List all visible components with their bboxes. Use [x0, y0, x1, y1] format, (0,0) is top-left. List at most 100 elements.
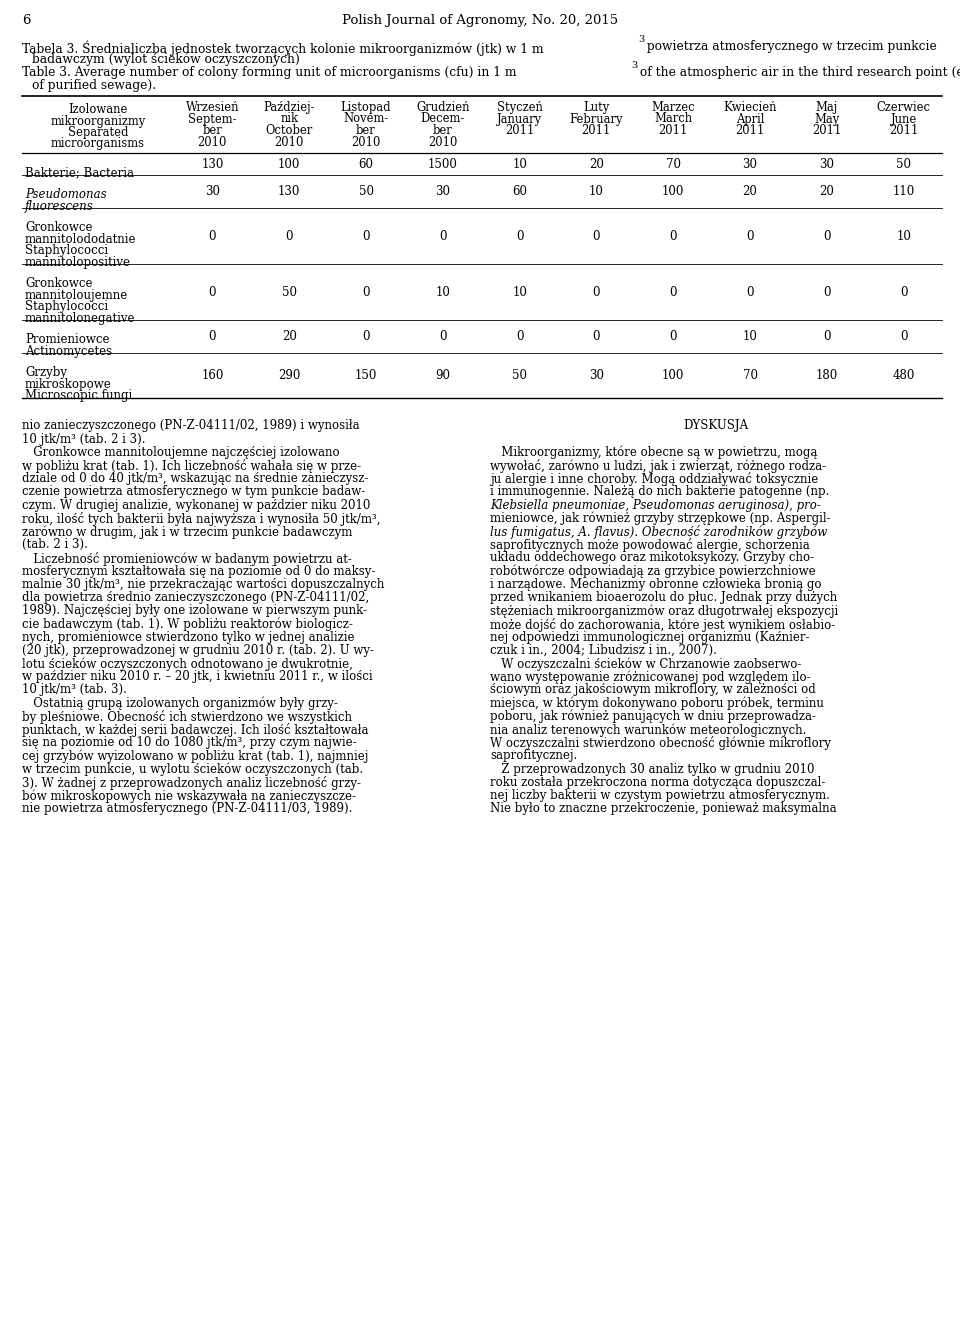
Text: bów mikroskopowych nie wskazywała na zanieczyszcze-: bów mikroskopowych nie wskazywała na zan… — [22, 789, 356, 802]
Text: wano występowanie zróżnicowanej pod względem ilo-: wano występowanie zróżnicowanej pod wzgl… — [490, 670, 810, 683]
Text: 50: 50 — [896, 158, 911, 171]
Text: Gronkowce: Gronkowce — [25, 277, 92, 290]
Text: Staphylococci: Staphylococci — [25, 245, 108, 257]
Text: poboru, jak również panujących w dniu przeprowadza-: poboru, jak również panujących w dniu pr… — [490, 710, 816, 723]
Text: 0: 0 — [362, 230, 370, 242]
Text: mannitolododatnie: mannitolododatnie — [25, 233, 136, 246]
Text: 0: 0 — [439, 230, 446, 242]
Text: Gronkowce mannitoloujemne najczęściej izolowano: Gronkowce mannitoloujemne najczęściej iz… — [22, 447, 340, 459]
Text: ju alergie i inne choroby. Mogą oddziaływać toksycznie: ju alergie i inne choroby. Mogą oddziały… — [490, 472, 818, 487]
Text: cej grzybów wyizolowano w pobliżu krat (tab. 1), najmniej: cej grzybów wyizolowano w pobliżu krat (… — [22, 750, 369, 763]
Text: 0: 0 — [208, 286, 216, 298]
Text: Actinomycetes: Actinomycetes — [25, 345, 112, 357]
Text: może dojść do zachorowania, które jest wynikiem osłabio-: może dojść do zachorowania, które jest w… — [490, 618, 835, 631]
Text: microorganisms: microorganisms — [51, 138, 145, 151]
Text: w pobliżu krat (tab. 1). Ich liczebność wahała się w prze-: w pobliżu krat (tab. 1). Ich liczebność … — [22, 459, 361, 473]
Text: nych, promieniowce stwierdzono tylko w jednej analizie: nych, promieniowce stwierdzono tylko w j… — [22, 631, 354, 643]
Text: cie badawczym (tab. 1). W pobliżu reaktorów biologicz-: cie badawczym (tab. 1). W pobliżu reakto… — [22, 618, 353, 631]
Text: w paździer niku 2010 r. – 20 jtk, i kwietniu 2011 r., w ilości: w paździer niku 2010 r. – 20 jtk, i kwie… — [22, 670, 372, 683]
Text: nej liczby bakterii w czystym powietrzu atmosferycznym.: nej liczby bakterii w czystym powietrzu … — [490, 789, 829, 802]
Text: Promieniowce: Promieniowce — [25, 333, 109, 346]
Text: czuk i in., 2004; Libudzisz i in., 2007).: czuk i in., 2004; Libudzisz i in., 2007)… — [490, 644, 717, 656]
Text: 30: 30 — [819, 158, 834, 171]
Text: 10: 10 — [436, 286, 450, 298]
Text: October: October — [266, 124, 313, 136]
Text: March: March — [654, 112, 692, 126]
Text: (20 jtk), przeprowadzonej w grudniu 2010 r. (tab. 2). U wy-: (20 jtk), przeprowadzonej w grudniu 2010… — [22, 644, 374, 656]
Text: układu oddechowego oraz mikotoksykozy. Grzyby cho-: układu oddechowego oraz mikotoksykozy. G… — [490, 551, 814, 564]
Text: 10: 10 — [513, 158, 527, 171]
Text: Czerwiec: Czerwiec — [876, 102, 930, 114]
Text: ber: ber — [433, 124, 453, 136]
Text: 70: 70 — [665, 158, 681, 171]
Text: malnie 30 jtk/m³, nie przekraczając wartości dopuszczalnych: malnie 30 jtk/m³, nie przekraczając wart… — [22, 578, 384, 591]
Text: 0: 0 — [900, 330, 907, 344]
Text: stężeniach mikroorganizmów oraz długotrwałej ekspozycji: stężeniach mikroorganizmów oraz długotrw… — [490, 604, 838, 618]
Text: 2011: 2011 — [582, 124, 612, 136]
Text: 10: 10 — [513, 286, 527, 298]
Text: 20: 20 — [589, 158, 604, 171]
Text: i narządowe. Mechanizmy obronne człowieka bronią go: i narządowe. Mechanizmy obronne człowiek… — [490, 578, 822, 591]
Text: 2011: 2011 — [505, 124, 535, 136]
Text: 3: 3 — [631, 62, 637, 70]
Text: roku została przekroczona norma dotycząca dopuszczal-: roku została przekroczona norma dotycząc… — [490, 775, 826, 789]
Text: 0: 0 — [823, 330, 830, 344]
Text: (tab. 2 i 3).: (tab. 2 i 3). — [22, 539, 88, 551]
Text: 20: 20 — [820, 185, 834, 198]
Text: 1989). Najczęściej były one izolowane w pierwszym punk-: 1989). Najczęściej były one izolowane w … — [22, 604, 367, 618]
Text: 6: 6 — [22, 13, 31, 27]
Text: 30: 30 — [588, 369, 604, 382]
Text: Tabela 3. Średnialiczba jednostek tworzących kolonie mikroorganizmów (jtk) w 1 m: Tabela 3. Średnialiczba jednostek tworzą… — [22, 40, 543, 56]
Text: 0: 0 — [900, 286, 907, 298]
Text: W oczyszczalni ścieków w Chrzanowie zaobserwo-: W oczyszczalni ścieków w Chrzanowie zaob… — [490, 656, 802, 671]
Text: 60: 60 — [358, 158, 373, 171]
Text: Marzec: Marzec — [652, 102, 695, 114]
Text: Mikroorganizmy, które obecne są w powietrzu, mogą: Mikroorganizmy, które obecne są w powiet… — [490, 447, 817, 460]
Text: 30: 30 — [204, 185, 220, 198]
Text: czym. W drugiej analizie, wykonanej w paździer niku 2010: czym. W drugiej analizie, wykonanej w pa… — [22, 499, 371, 512]
Text: 2011: 2011 — [659, 124, 688, 136]
Text: mosferycznym kształtowała się na poziomie od 0 do maksy-: mosferycznym kształtowała się na poziomi… — [22, 564, 375, 578]
Text: 1500: 1500 — [428, 158, 458, 171]
Text: ber: ber — [356, 124, 376, 136]
Text: Paździej-: Paździej- — [263, 102, 315, 114]
Text: fluorescens: fluorescens — [25, 199, 94, 213]
Text: Izolowane: Izolowane — [68, 103, 128, 116]
Text: 10: 10 — [897, 230, 911, 242]
Text: 50: 50 — [358, 185, 373, 198]
Text: powietrza atmosferycznego w trzecim punkcie: powietrza atmosferycznego w trzecim punk… — [643, 40, 937, 53]
Text: 0: 0 — [516, 230, 523, 242]
Text: 160: 160 — [202, 369, 224, 382]
Text: 0: 0 — [208, 330, 216, 344]
Text: Grudzień: Grudzień — [416, 102, 469, 114]
Text: of purified sewage).: of purified sewage). — [32, 79, 156, 92]
Text: of the atmospheric air in the third research point (exit: of the atmospheric air in the third rese… — [636, 66, 960, 79]
Text: 3: 3 — [638, 35, 644, 44]
Text: i immunogennie. Należą do nich bakterie patogenne (np.: i immunogennie. Należą do nich bakterie … — [490, 485, 829, 499]
Text: 0: 0 — [362, 330, 370, 344]
Text: 0: 0 — [669, 286, 677, 298]
Text: 60: 60 — [512, 185, 527, 198]
Text: zarówno w drugim, jak i w trzecim punkcie badawczym: zarówno w drugim, jak i w trzecim punkci… — [22, 525, 352, 539]
Text: miejsca, w którym dokonywano poboru próbek, terminu: miejsca, w którym dokonywano poboru prób… — [490, 697, 824, 710]
Text: 30: 30 — [435, 185, 450, 198]
Text: Bakterie; Bacteria: Bakterie; Bacteria — [25, 166, 134, 179]
Text: 0: 0 — [592, 330, 600, 344]
Text: nio zanieczyszczonego (PN-Z-04111/02, 1989) i wynosiła: nio zanieczyszczonego (PN-Z-04111/02, 19… — [22, 420, 360, 432]
Text: 30: 30 — [742, 158, 757, 171]
Text: 100: 100 — [278, 158, 300, 171]
Text: 10: 10 — [743, 330, 757, 344]
Text: 20: 20 — [743, 185, 757, 198]
Text: 2010: 2010 — [428, 135, 458, 148]
Text: Novem-: Novem- — [344, 112, 389, 126]
Text: 100: 100 — [662, 185, 684, 198]
Text: 110: 110 — [893, 185, 915, 198]
Text: Klebsiella pneumoniae, Pseudomonas aeruginosa), pro-: Klebsiella pneumoniae, Pseudomonas aerug… — [490, 499, 821, 512]
Text: Gronkowce: Gronkowce — [25, 221, 92, 234]
Text: 2010: 2010 — [198, 135, 228, 148]
Text: 2011: 2011 — [889, 124, 919, 136]
Text: badawczym (wylot ścieków oczyszczonych): badawczym (wylot ścieków oczyszczonych) — [32, 53, 300, 67]
Text: 290: 290 — [278, 369, 300, 382]
Text: się na poziomie od 10 do 1080 jtk/m³, przy czym najwie-: się na poziomie od 10 do 1080 jtk/m³, pr… — [22, 737, 356, 749]
Text: przed wnikaniem bioaerozolu do płuc. Jednak przy dużych: przed wnikaniem bioaerozolu do płuc. Jed… — [490, 591, 837, 604]
